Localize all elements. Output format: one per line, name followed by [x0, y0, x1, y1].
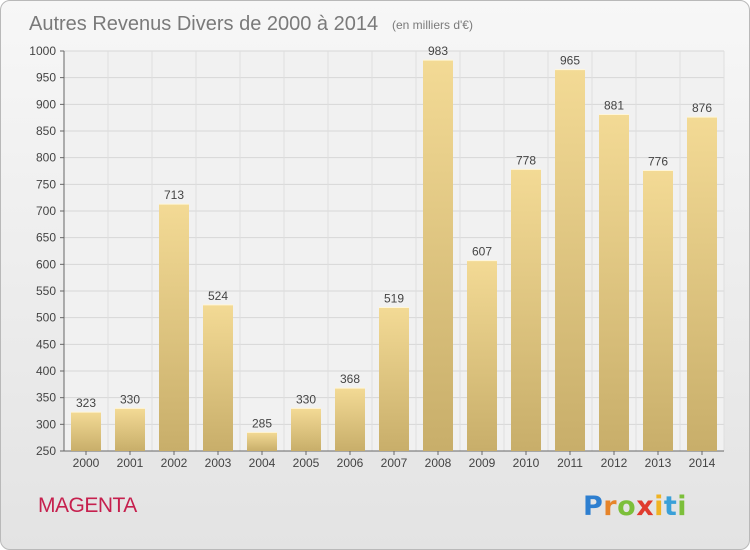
y-tick-label: 950 [36, 71, 56, 85]
data-label: 285 [252, 416, 272, 430]
x-tick-label: 2003 [205, 456, 232, 470]
bar [247, 432, 277, 451]
y-tick-label: 300 [36, 417, 56, 431]
bar [511, 169, 541, 451]
x-tick-label: 2006 [337, 456, 364, 470]
x-tick-label: 2009 [469, 456, 496, 470]
bar [599, 114, 629, 451]
logo-letter: P [583, 491, 604, 522]
bar [115, 408, 145, 451]
y-tick-label: 850 [36, 124, 56, 138]
logo-letter: i [654, 491, 664, 522]
x-tick-label: 2012 [601, 456, 628, 470]
y-tick-label: 800 [36, 151, 56, 165]
logo-letter: x [636, 491, 655, 522]
y-tick-label: 350 [36, 391, 56, 405]
y-tick-label: 500 [36, 311, 56, 325]
chart-subtitle: (en milliers d'€) [392, 18, 473, 32]
y-tick-label: 450 [36, 337, 56, 351]
x-tick-label: 2001 [117, 456, 144, 470]
x-axis-ticks: 2000 2001 2002 2003 2004 2005 2006 2007 2008 2009… [73, 456, 716, 470]
x-tick-label: 2013 [645, 456, 672, 470]
logo-letter: o [617, 491, 637, 522]
data-label: 965 [560, 54, 580, 68]
y-tick-label: 250 [36, 444, 56, 458]
y-tick-label: 750 [36, 177, 56, 191]
data-label: 778 [516, 153, 536, 167]
bar [291, 408, 321, 451]
proxiti-logo: Proxiti [583, 491, 687, 522]
x-tick-label: 2011 [557, 456, 583, 470]
x-tick-label: 2007 [381, 456, 408, 470]
y-tick-label: 700 [36, 204, 56, 218]
x-tick-label: 2004 [249, 456, 276, 470]
y-axis-ticks: 250 300 350 400 450 500 550 600 650 700 750 800 850 9… [29, 44, 56, 458]
bar [379, 307, 409, 451]
x-tick-label: 2000 [73, 456, 100, 470]
bar [555, 69, 585, 452]
data-label: 776 [648, 154, 668, 168]
bars [71, 59, 717, 452]
chart-title: Autres Revenus Divers de 2000 à 2014 [29, 13, 378, 35]
y-tick-label: 900 [36, 97, 56, 111]
place-label: MAGENTA [38, 494, 137, 517]
y-tick-label: 1000 [29, 44, 56, 58]
x-tick-label: 2014 [689, 456, 716, 470]
logo-letter: t [663, 491, 678, 522]
y-tick-label: 600 [36, 257, 56, 271]
bar [335, 388, 365, 451]
data-label: 983 [428, 44, 448, 58]
data-label: 330 [296, 392, 316, 406]
data-label: 881 [604, 98, 624, 112]
data-label: 519 [384, 292, 404, 306]
data-labels: 323 330 713 524 285 330 368 519 983 607 778 965 881 7… [76, 44, 712, 430]
x-tick-label: 2002 [161, 456, 188, 470]
bar [423, 60, 453, 452]
data-label: 876 [692, 101, 712, 115]
data-label: 323 [76, 396, 96, 410]
data-label: 524 [208, 289, 228, 303]
x-tick-label: 2008 [425, 456, 452, 470]
data-label: 330 [120, 392, 140, 406]
bar [687, 117, 717, 451]
y-tick-label: 550 [36, 284, 56, 298]
bar [643, 170, 673, 451]
x-tick-label: 2010 [513, 456, 540, 470]
data-label: 368 [340, 372, 360, 386]
logo-letter: i [677, 491, 688, 522]
data-label: 607 [472, 245, 492, 259]
bar [203, 304, 233, 451]
x-tick-label: 2005 [293, 456, 320, 470]
y-tick-label: 650 [36, 231, 56, 245]
logo-letter: r [603, 491, 618, 522]
bar [71, 412, 101, 451]
bar [467, 260, 497, 451]
data-label: 713 [164, 188, 184, 202]
bar [159, 204, 189, 451]
y-tick-label: 400 [36, 364, 56, 378]
